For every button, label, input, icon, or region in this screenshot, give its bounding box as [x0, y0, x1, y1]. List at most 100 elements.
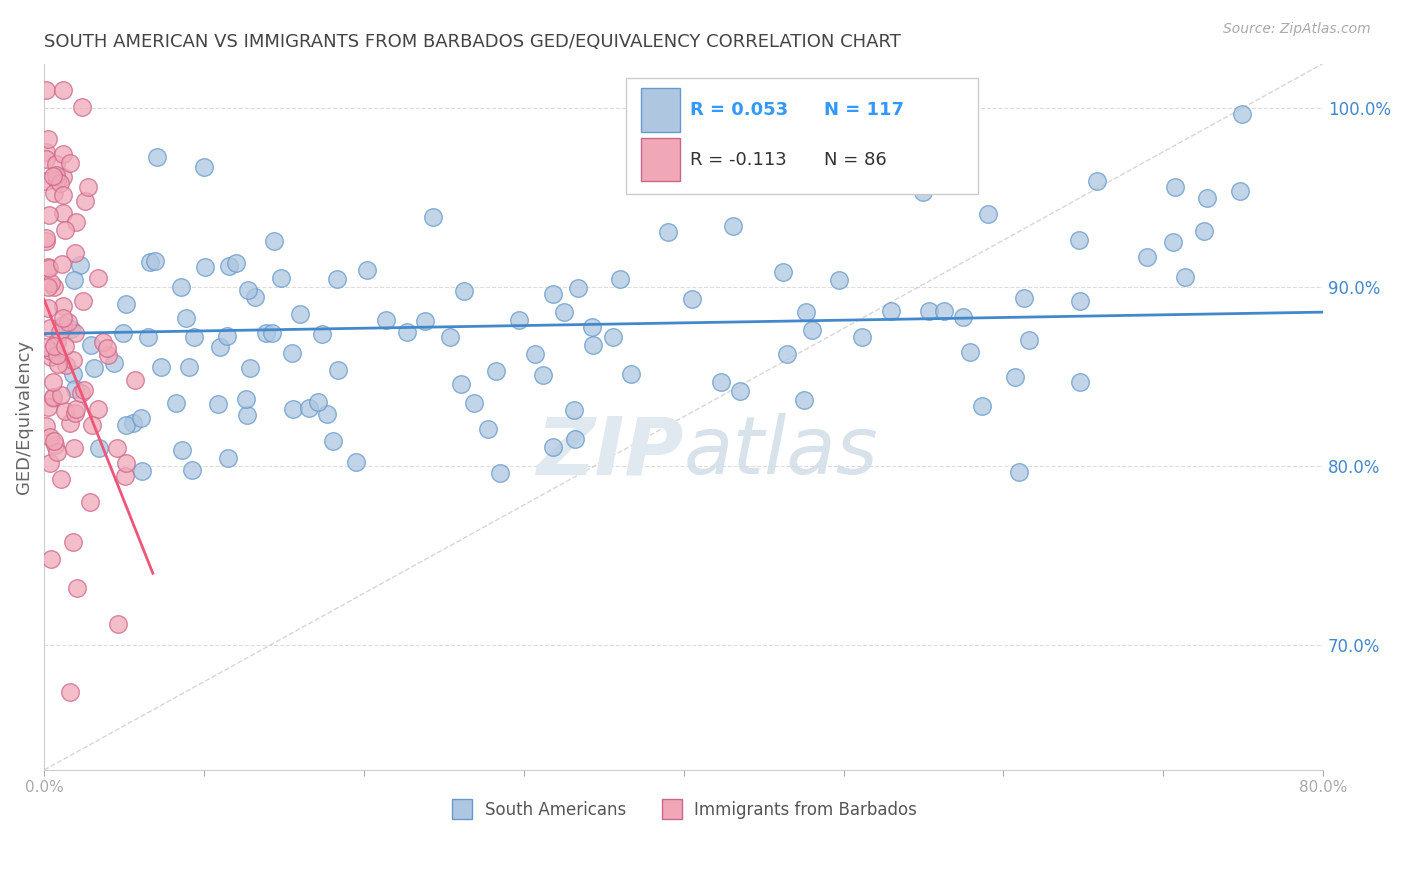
Point — [1136, 250, 1159, 264]
Point — [35, 83, 58, 97]
Point — [80, 338, 103, 352]
Point — [609, 271, 631, 285]
Point — [63, 406, 86, 420]
Point — [42, 339, 65, 353]
Point — [225, 255, 247, 269]
Point — [38, 208, 60, 222]
Text: ZIP: ZIP — [536, 413, 683, 491]
Point — [52, 146, 75, 161]
Point — [37, 260, 59, 274]
Point — [52, 318, 75, 333]
Point — [62, 367, 84, 381]
Point — [38, 260, 60, 275]
Point — [146, 150, 169, 164]
Point — [59, 416, 82, 430]
Point — [63, 382, 86, 396]
Point — [165, 395, 187, 409]
Point — [49, 325, 72, 339]
Point — [218, 260, 240, 274]
Point — [315, 407, 337, 421]
Point — [217, 451, 239, 466]
Point — [42, 169, 65, 183]
Point — [42, 434, 65, 448]
Point — [87, 401, 110, 416]
Point — [35, 145, 58, 160]
Point — [83, 361, 105, 376]
Point — [56, 314, 79, 328]
Point — [115, 418, 138, 433]
Point — [37, 301, 59, 315]
Point — [263, 234, 285, 248]
Point — [46, 335, 69, 350]
Point — [35, 418, 58, 433]
Point — [463, 395, 485, 409]
Point — [53, 339, 76, 353]
Point — [880, 304, 903, 318]
Point — [395, 325, 418, 339]
Point — [710, 375, 733, 389]
Point — [114, 297, 136, 311]
Point — [681, 292, 703, 306]
Point — [58, 685, 80, 699]
Point — [52, 206, 75, 220]
Point — [77, 180, 100, 194]
Point — [325, 272, 347, 286]
Point — [150, 360, 173, 375]
Point — [307, 395, 329, 409]
Point — [91, 335, 114, 350]
Point — [207, 397, 229, 411]
Point — [97, 348, 120, 362]
Point — [73, 194, 96, 208]
Point — [177, 360, 200, 375]
Point — [52, 299, 75, 313]
Point — [531, 368, 554, 383]
Point — [477, 422, 499, 436]
Point — [52, 310, 75, 325]
Point — [115, 456, 138, 470]
Point — [35, 152, 58, 166]
Point — [37, 280, 59, 294]
Point — [439, 330, 461, 344]
Point — [51, 83, 73, 97]
Point — [35, 231, 58, 245]
Point — [37, 401, 59, 415]
Point — [326, 362, 349, 376]
Point — [619, 368, 641, 382]
Point — [180, 463, 202, 477]
Y-axis label: GED/Equivalency: GED/Equivalency — [15, 340, 32, 494]
Point — [977, 206, 1000, 220]
Point — [792, 392, 814, 407]
Point — [952, 310, 974, 324]
Point — [37, 132, 59, 146]
Point — [65, 215, 87, 229]
Point — [62, 353, 84, 368]
Point — [450, 377, 472, 392]
Point — [183, 330, 205, 344]
Text: Source: ZipAtlas.com: Source: ZipAtlas.com — [1223, 22, 1371, 37]
Point — [63, 273, 86, 287]
Point — [959, 345, 981, 359]
Point — [721, 219, 744, 233]
Point — [48, 176, 70, 190]
Text: N = 86: N = 86 — [824, 151, 887, 169]
Point — [582, 338, 605, 352]
Point — [70, 385, 93, 400]
Point — [243, 290, 266, 304]
Point — [1067, 233, 1090, 247]
Point — [65, 401, 87, 416]
Point — [794, 305, 817, 319]
Point — [114, 469, 136, 483]
Point — [298, 401, 321, 416]
Point — [53, 404, 76, 418]
Point — [45, 347, 67, 361]
Point — [35, 339, 58, 353]
Point — [776, 347, 799, 361]
Point — [602, 330, 624, 344]
Point — [918, 303, 941, 318]
Point — [107, 441, 129, 455]
Point — [139, 255, 162, 269]
Point — [209, 340, 232, 354]
Point — [1085, 174, 1108, 188]
Point — [45, 157, 67, 171]
Point — [87, 271, 110, 285]
